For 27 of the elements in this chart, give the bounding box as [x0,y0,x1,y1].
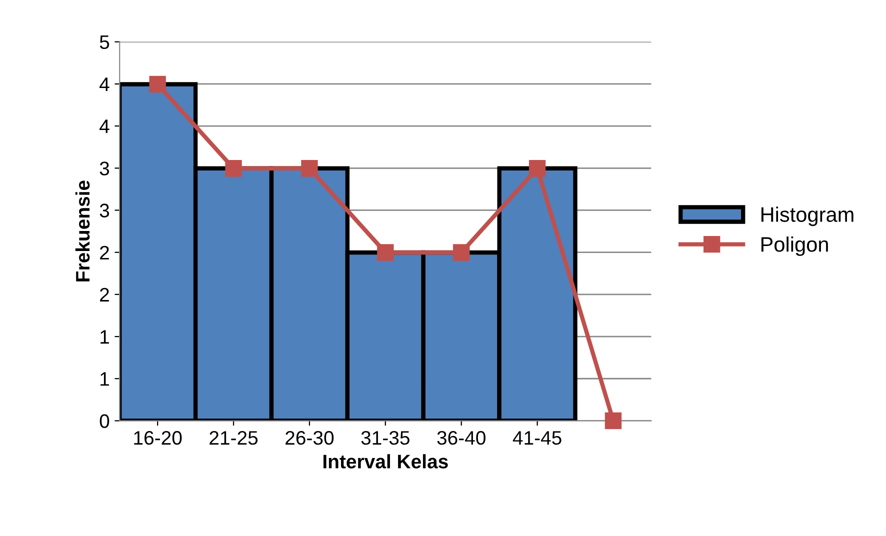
point [604,412,622,430]
legend-label: Histogram [761,206,854,226]
y-tick-label: 3 [100,162,110,176]
point [528,160,546,177]
y-axis-title: Frekuensie [75,180,90,282]
point [377,244,394,261]
x-tick-label: 36-40 [437,430,486,445]
x-tick-label: 26-30 [286,430,334,445]
y-tick-label: 1 [100,330,109,344]
y-tick-label: 4 [100,120,110,134]
x-tick-label: 31-35 [361,430,410,445]
x-axis-title: Interval Kelas [323,454,448,468]
point [453,244,470,261]
y-tick-label: 0 [100,414,110,428]
x-tick-label: 21-25 [210,430,258,445]
y-tick-label: 3 [100,204,110,218]
point [225,160,242,177]
y-tick-label: 5 [100,35,110,50]
x-tick-label: 16-20 [134,430,182,445]
y-tick-label: 2 [100,288,109,302]
legend-label: Poligon [761,236,828,256]
y-tick-label: 4 [100,78,110,91]
y-tick-label: 2 [100,246,109,260]
x-tick-label: 41-45 [512,431,562,445]
y-tick-label: 1 [100,372,109,386]
point [301,160,318,177]
point [149,76,166,93]
